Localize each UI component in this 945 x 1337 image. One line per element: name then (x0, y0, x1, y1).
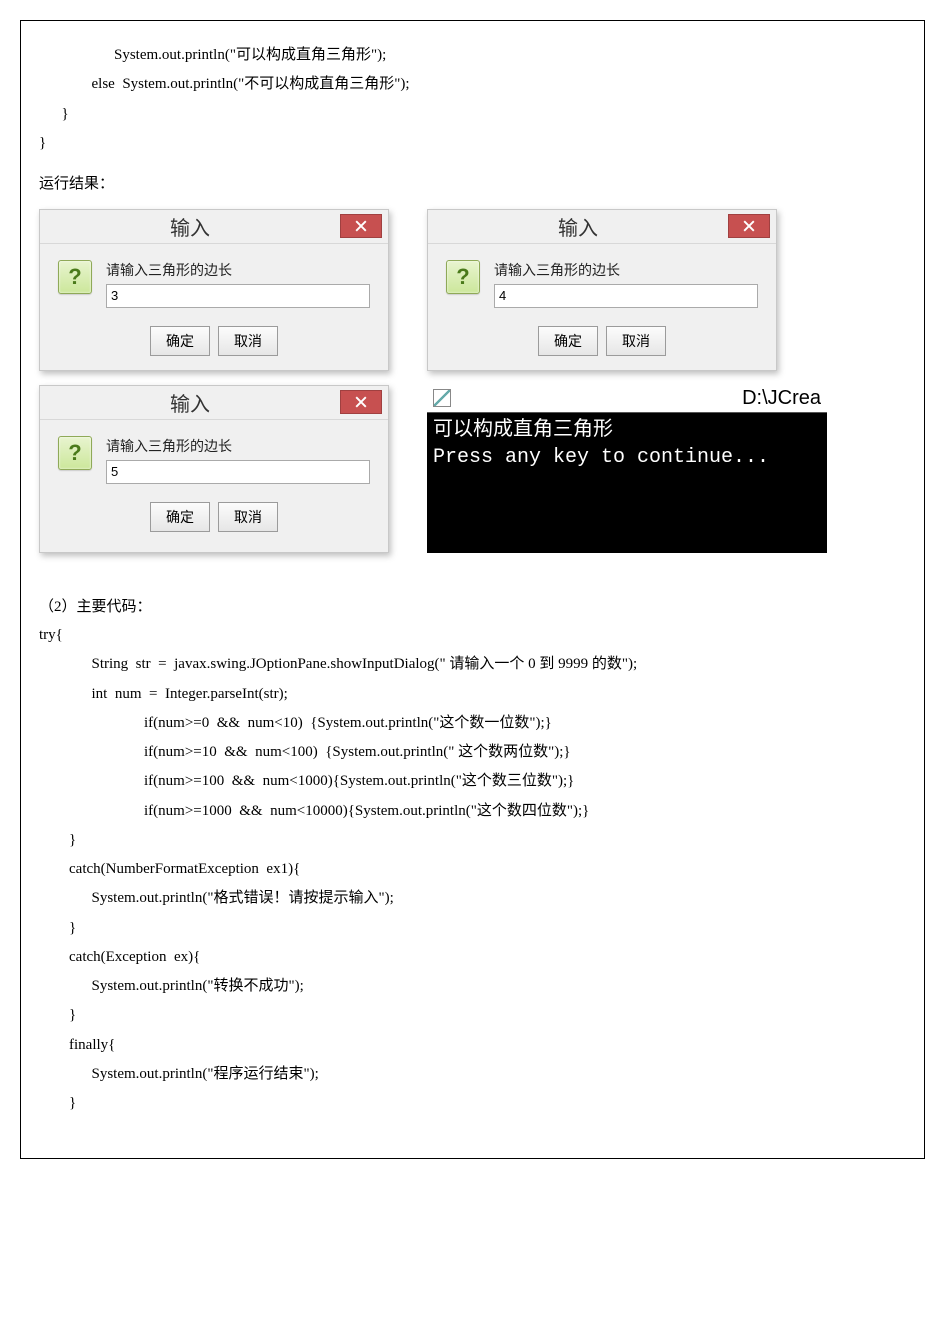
dialog-body: ? 请输入三角形的边长 (428, 244, 776, 314)
close-icon (355, 220, 367, 232)
dialog-titlebar: 输入 (40, 386, 388, 420)
console-window: D:\JCrea 可以构成直角三角形 Press any key to cont… (427, 385, 827, 553)
ok-button[interactable]: 确定 (538, 326, 598, 356)
ok-button[interactable]: 确定 (150, 326, 210, 356)
code-line: if(num>=0 && num<10) {System.out.println… (39, 709, 906, 738)
dialog-content: 请输入三角形的边长 (106, 436, 370, 484)
cancel-button[interactable]: 取消 (218, 502, 278, 532)
console-path: D:\JCrea (459, 387, 821, 410)
code-line: if(num>=100 && num<1000){System.out.prin… (39, 767, 906, 796)
question-icon: ? (446, 260, 480, 294)
input-dialog-1: 输入 ? 请输入三角形的边长 确定 取消 (39, 209, 389, 371)
prompt-text: 请输入三角形的边长 (106, 260, 370, 280)
input-dialog-2: 输入 ? 请输入三角形的边长 确定 取消 (427, 209, 777, 371)
dialogs-row-2: 输入 ? 请输入三角形的边长 确定 取消 D:\JCrea (39, 385, 906, 553)
code-block-top: System.out.println("可以构成直角三角形"); else Sy… (39, 41, 906, 158)
dialog-title: 输入 (40, 388, 340, 417)
console-line: Press any key to continue... (433, 446, 769, 469)
code-line: try{ (39, 621, 906, 650)
document-page: System.out.println("可以构成直角三角形"); else Sy… (20, 20, 925, 1159)
code-line: if(num>=10 && num<100) {System.out.print… (39, 738, 906, 767)
question-icon: ? (58, 260, 92, 294)
code-line: if(num>=1000 && num<10000){System.out.pr… (39, 797, 906, 826)
close-button[interactable] (728, 214, 770, 238)
run-result-label: 运行结果： (39, 170, 906, 199)
dialog-title: 输入 (40, 212, 340, 241)
code-line: finally{ (39, 1031, 906, 1060)
close-button[interactable] (340, 214, 382, 238)
dialog-titlebar: 输入 (428, 210, 776, 244)
code-line: catch(Exception ex){ (39, 943, 906, 972)
code-block-bottom: try{ String str = javax.swing.JOptionPan… (39, 621, 906, 1118)
code-line: else System.out.println("不可以构成直角三角形"); (39, 70, 906, 99)
console-line: 可以构成直角三角形 (433, 419, 613, 442)
code-line: } (39, 129, 906, 158)
prompt-text: 请输入三角形的边长 (494, 260, 758, 280)
dialog-body: ? 请输入三角形的边长 (40, 420, 388, 490)
edge-length-input[interactable] (106, 460, 370, 484)
dialog-content: 请输入三角形的边长 (494, 260, 758, 308)
cancel-button[interactable]: 取消 (218, 326, 278, 356)
dialog-title: 输入 (428, 212, 728, 241)
console-titlebar: D:\JCrea (427, 385, 827, 413)
dialog-buttons: 确定 取消 (40, 490, 388, 546)
dialog-buttons: 确定 取消 (40, 314, 388, 370)
edge-length-input[interactable] (494, 284, 758, 308)
dialogs-row-1: 输入 ? 请输入三角形的边长 确定 取消 输入 (39, 209, 906, 371)
code-line: } (39, 826, 906, 855)
console-app-icon (433, 389, 451, 407)
question-icon: ? (58, 436, 92, 470)
code-line: String str = javax.swing.JOptionPane.sho… (39, 650, 906, 679)
section-2-header: （2）主要代码： (39, 593, 906, 622)
cancel-button[interactable]: 取消 (606, 326, 666, 356)
code-line: } (39, 914, 906, 943)
ok-button[interactable]: 确定 (150, 502, 210, 532)
dialog-content: 请输入三角形的边长 (106, 260, 370, 308)
prompt-text: 请输入三角形的边长 (106, 436, 370, 456)
code-line: } (39, 1089, 906, 1118)
dialog-titlebar: 输入 (40, 210, 388, 244)
code-line: } (39, 1001, 906, 1030)
code-line: catch(NumberFormatException ex1){ (39, 855, 906, 884)
code-line: System.out.println("可以构成直角三角形"); (39, 41, 906, 70)
close-icon (355, 396, 367, 408)
dialog-body: ? 请输入三角形的边长 (40, 244, 388, 314)
code-line: System.out.println("程序运行结束"); (39, 1060, 906, 1089)
code-line: System.out.println("转换不成功"); (39, 972, 906, 1001)
dialog-buttons: 确定 取消 (428, 314, 776, 370)
code-line: } (39, 100, 906, 129)
console-output: 可以构成直角三角形 Press any key to continue... (427, 413, 827, 553)
close-icon (743, 220, 755, 232)
input-dialog-3: 输入 ? 请输入三角形的边长 确定 取消 (39, 385, 389, 553)
code-line: System.out.println("格式错误！请按提示输入"); (39, 884, 906, 913)
close-button[interactable] (340, 390, 382, 414)
code-line: int num = Integer.parseInt(str); (39, 680, 906, 709)
edge-length-input[interactable] (106, 284, 370, 308)
